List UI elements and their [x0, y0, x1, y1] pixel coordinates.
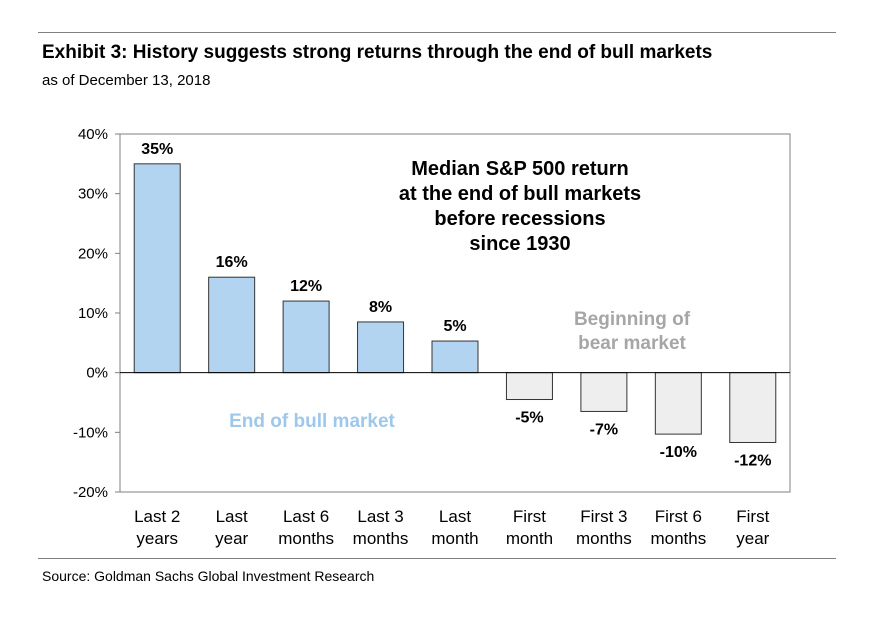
- x-tick-label: year: [215, 529, 248, 548]
- x-tick-label: months: [576, 529, 632, 548]
- bar: [505, 372, 553, 401]
- bar: [208, 276, 256, 374]
- bear-market-label: bear market: [578, 333, 686, 354]
- x-tick-label: months: [278, 529, 334, 548]
- y-tick-label: 0%: [86, 365, 108, 382]
- annotation-line: since 1930: [469, 233, 570, 255]
- x-tick-label: months: [353, 529, 409, 548]
- y-tick-label: -10%: [73, 424, 108, 441]
- bar: [580, 372, 628, 412]
- x-tick-label: Last 6: [283, 507, 329, 526]
- annotation-line: at the end of bull markets: [399, 183, 641, 205]
- x-tick-label: year: [736, 529, 769, 548]
- x-tick-label: First 3: [580, 507, 627, 526]
- x-tick-label: month: [506, 529, 553, 548]
- bar: [654, 372, 702, 435]
- x-tick-label: Last: [216, 507, 248, 526]
- annotation-line: before recessions: [434, 208, 605, 230]
- bull-market-label: End of bull market: [229, 411, 395, 432]
- bear-market-label: Beginning of: [574, 309, 691, 330]
- data-label: -10%: [660, 444, 697, 461]
- y-tick-label: -20%: [73, 484, 108, 501]
- x-tick-label: month: [431, 529, 478, 548]
- y-tick-label: 10%: [78, 305, 108, 322]
- chart-subtitle: as of December 13, 2018: [42, 72, 211, 89]
- annotation-line: Median S&P 500 return: [411, 158, 628, 180]
- x-tick-label: Last 2: [134, 507, 180, 526]
- data-label: -7%: [590, 421, 618, 438]
- data-label: 16%: [216, 254, 248, 271]
- x-tick-label: First: [736, 507, 769, 526]
- data-label: -5%: [515, 410, 543, 427]
- data-label: 5%: [443, 318, 466, 335]
- data-label: 8%: [369, 299, 392, 316]
- bar: [729, 372, 777, 443]
- x-tick-label: years: [136, 529, 178, 548]
- source-note: Source: Goldman Sachs Global Investment …: [42, 568, 375, 584]
- x-tick-label: First 6: [655, 507, 702, 526]
- bar: [431, 340, 479, 374]
- x-tick-label: Last 3: [357, 507, 403, 526]
- bottom-rule: [38, 558, 836, 559]
- bar: [282, 300, 330, 374]
- data-label: 35%: [141, 141, 173, 158]
- y-tick-label: 20%: [78, 245, 108, 262]
- y-tick-label: 30%: [78, 186, 108, 203]
- x-tick-label: First: [513, 507, 546, 526]
- chart-title: Exhibit 3: History suggests strong retur…: [42, 42, 713, 63]
- bar: [357, 321, 405, 374]
- x-tick-label: months: [650, 529, 706, 548]
- data-label: 12%: [290, 278, 322, 295]
- x-tick-label: Last: [439, 507, 471, 526]
- top-rule: [38, 32, 836, 33]
- data-label: -12%: [734, 452, 771, 469]
- bar: [133, 163, 181, 374]
- y-tick-label: 40%: [78, 126, 108, 143]
